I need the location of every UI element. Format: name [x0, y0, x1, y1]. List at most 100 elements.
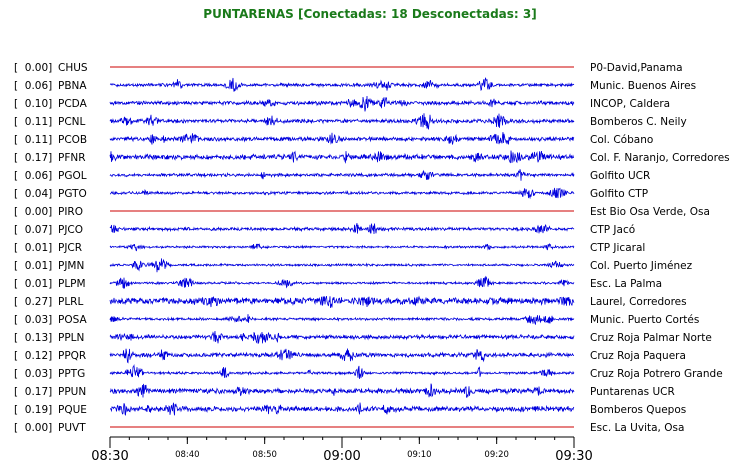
- trace-connected: [109, 223, 575, 235]
- station-value: [ 0.11]: [14, 134, 52, 146]
- trace-connected: [109, 187, 575, 200]
- station-code: PLPM: [58, 278, 86, 290]
- station-name: CTP Jacó: [590, 224, 635, 236]
- station-row-chus: [ 0.00] CHUS P0-David,Panama: [14, 62, 683, 74]
- trace-connected: [109, 348, 575, 364]
- station-value: [ 0.04]: [14, 188, 52, 200]
- station-value: [ 0.01]: [14, 260, 52, 272]
- station-name: Est Bio Osa Verde, Osa: [590, 206, 710, 218]
- station-value: [ 0.03]: [14, 314, 52, 326]
- x-tick-label: 09:00: [323, 449, 360, 463]
- trace-connected: [109, 242, 575, 252]
- station-name: Laurel, Corredores: [590, 296, 687, 308]
- trace-connected: [109, 258, 575, 273]
- station-code: PJCO: [58, 224, 83, 236]
- station-value: [ 0.17]: [14, 386, 52, 398]
- trace-connected: [109, 295, 575, 308]
- station-row-pjmn: [ 0.01] PJMN Col. Puerto Jiménez: [14, 258, 693, 273]
- station-row-pbna: [ 0.06] PBNA Munic. Buenos Aires: [14, 77, 696, 92]
- station-name: Golfito CTP: [590, 188, 648, 200]
- station-row-pcnl: [ 0.11] PCNL Bomberos C. Neily: [14, 113, 687, 130]
- station-row-pptg: [ 0.03] PPTG Cruz Roja Potrero Grande: [14, 364, 723, 380]
- station-name: Esc. La Uvita, Osa: [590, 422, 684, 434]
- station-name: Golfito UCR: [590, 170, 650, 182]
- station-value: [ 0.03]: [14, 368, 52, 380]
- trace-connected: [109, 383, 575, 398]
- station-value: [ 0.00]: [14, 62, 52, 74]
- station-row-pcda: [ 0.10] PCDA INCOP, Caldera: [14, 96, 670, 112]
- station-value: [ 0.17]: [14, 152, 52, 164]
- trace-connected: [109, 402, 575, 416]
- trace-connected: [109, 132, 575, 145]
- station-code: PGTO: [58, 188, 87, 200]
- station-value: [ 0.07]: [14, 224, 52, 236]
- station-name: Bomberos C. Neily: [590, 116, 687, 128]
- chart-title: PUNTARENAS [Conectadas: 18 Desconectadas…: [203, 7, 536, 21]
- station-value: [ 0.01]: [14, 242, 52, 254]
- station-value: [ 0.27]: [14, 296, 52, 308]
- station-code: PPTG: [58, 368, 85, 380]
- station-value: [ 0.06]: [14, 80, 52, 92]
- trace-connected: [109, 330, 575, 344]
- station-name: INCOP, Caldera: [590, 98, 670, 110]
- trace-connected: [109, 364, 575, 379]
- station-name: Col. F. Naranjo, Corredores: [590, 152, 730, 164]
- station-code: POSA: [58, 314, 87, 326]
- station-row-ppqr: [ 0.12] PPQR Cruz Roja Paquera: [14, 348, 686, 364]
- station-row-puvt: [ 0.00] PUVT Esc. La Uvita, Osa: [14, 422, 684, 434]
- station-name: Bomberos Quepos: [590, 404, 686, 416]
- station-row-pjco: [ 0.07] PJCO CTP Jacó: [14, 223, 635, 236]
- station-code: PPUN: [58, 386, 86, 398]
- x-tick-label: 09:20: [484, 450, 509, 460]
- trace-connected: [109, 150, 575, 164]
- station-row-ppln: [ 0.13] PPLN Cruz Roja Palmar Norte: [14, 330, 712, 344]
- station-code: PCDA: [58, 98, 88, 110]
- station-row-pgol: [ 0.06] PGOL Golfito UCR: [14, 169, 650, 182]
- x-tick-label: 09:30: [555, 449, 592, 463]
- station-row-pcob: [ 0.11] PCOB Col. Cóbano: [14, 132, 653, 146]
- station-code: PQUE: [58, 404, 87, 416]
- trace-connected: [109, 77, 575, 92]
- x-tick-label: 08:50: [252, 450, 277, 460]
- station-name: Col. Cóbano: [590, 134, 653, 146]
- station-value: [ 0.01]: [14, 278, 52, 290]
- x-tick-label: 08:40: [175, 450, 200, 460]
- x-tick-label: 09:10: [407, 450, 432, 460]
- station-code: PGOL: [58, 170, 87, 182]
- station-name: P0-David,Panama: [590, 62, 683, 74]
- station-row-ppun: [ 0.17] PPUN Puntarenas UCR: [14, 383, 675, 398]
- station-name: Col. Puerto Jiménez: [590, 260, 693, 272]
- station-name: Cruz Roja Potrero Grande: [590, 368, 723, 380]
- station-row-plrl: [ 0.27] PLRL Laurel, Corredores: [14, 295, 687, 308]
- station-row-posa: [ 0.03] POSA Munic. Puerto Cortés: [14, 314, 699, 326]
- station-row-pgto: [ 0.04] PGTO Golfito CTP: [14, 187, 648, 200]
- station-value: [ 0.11]: [14, 116, 52, 128]
- station-code: PIRO: [58, 206, 83, 218]
- trace-connected: [109, 113, 575, 130]
- station-name: Cruz Roja Palmar Norte: [590, 332, 712, 344]
- station-code: PJMN: [58, 260, 84, 272]
- trace-connected: [109, 275, 575, 289]
- station-value: [ 0.12]: [14, 350, 52, 362]
- station-row-pfnr: [ 0.17] PFNR Col. F. Naranjo, Corredores: [14, 150, 730, 164]
- station-name: Esc. La Palma: [590, 278, 662, 290]
- station-code: PCNL: [58, 116, 86, 128]
- station-code: PPLN: [58, 332, 84, 344]
- trace-connected: [109, 314, 575, 325]
- station-code: PUVT: [58, 422, 86, 434]
- station-code: PPQR: [58, 350, 86, 362]
- trace-connected: [109, 169, 575, 181]
- station-code: PCOB: [58, 134, 87, 146]
- station-name: Munic. Buenos Aires: [590, 80, 696, 92]
- station-name: Munic. Puerto Cortés: [590, 314, 699, 326]
- station-row-pjcr: [ 0.01] PJCR CTP Jicaral: [14, 242, 645, 254]
- x-tick-label: 08:30: [91, 449, 128, 463]
- station-row-pque: [ 0.19] PQUE Bomberos Quepos: [14, 402, 686, 416]
- station-name: CTP Jicaral: [590, 242, 645, 254]
- station-code: PJCR: [58, 242, 82, 254]
- station-value: [ 0.00]: [14, 422, 52, 434]
- trace-connected: [109, 96, 575, 112]
- x-axis: 08:30 08:40 08:50 09:00 09:10 09:20 09:30: [91, 436, 593, 463]
- station-value: [ 0.10]: [14, 98, 52, 110]
